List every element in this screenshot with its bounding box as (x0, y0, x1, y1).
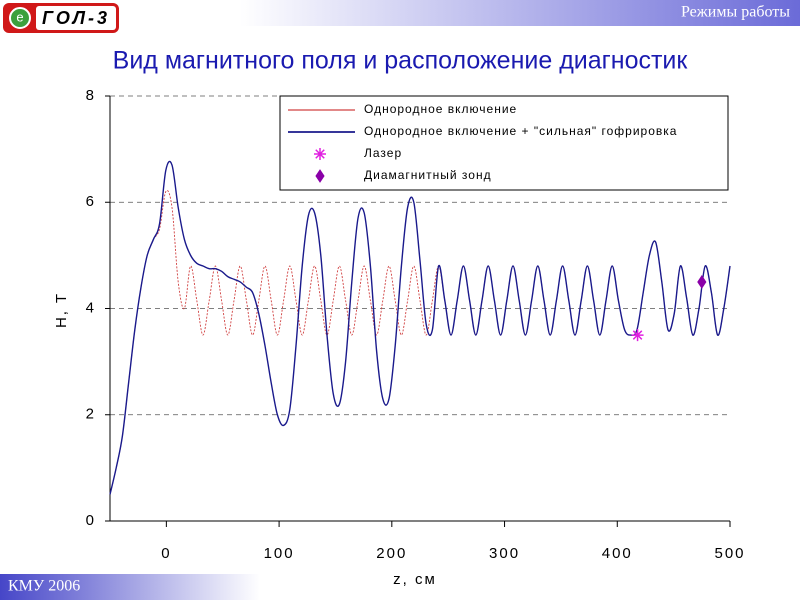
header-band (0, 0, 800, 26)
logo-badge: e (16, 9, 23, 24)
footer-band (0, 574, 260, 600)
legend-label: Лазер (364, 146, 402, 160)
legend-label: Однородное включение (364, 102, 517, 116)
logo-badge-circle (9, 7, 31, 29)
y-tick-label: 8 (86, 87, 96, 104)
x-axis-label: z, см (393, 571, 437, 588)
point-marker (631, 329, 644, 342)
x-tick-label: 200 (376, 545, 407, 562)
footer-text: КМУ 2006 (8, 578, 80, 595)
series-line (109, 160, 731, 495)
y-tick-label: 0 (86, 512, 96, 529)
point-marker (697, 275, 707, 289)
legend-label: Однородное включение + "сильная" гофриро… (364, 124, 677, 138)
legend-box (279, 95, 729, 191)
logo-text: ГОЛ-3 (42, 8, 110, 28)
legend-marker (315, 169, 325, 183)
x-tick-label: 0 (161, 545, 171, 562)
x-tick-label: 500 (714, 545, 745, 562)
logo-plate (36, 6, 116, 30)
legend-marker (314, 148, 326, 160)
x-tick-label: 300 (489, 545, 520, 562)
x-tick-label: 400 (602, 545, 633, 562)
y-axis-label: H, T (53, 292, 70, 328)
legend-label: Диамагнитный зонд (364, 168, 492, 182)
y-tick-label: 4 (86, 299, 96, 316)
y-tick-label: 6 (86, 193, 96, 210)
series-line (109, 190, 731, 495)
x-tick-label: 100 (264, 545, 295, 562)
section-title: Режимы работы (681, 4, 790, 21)
y-tick-label: 2 (86, 406, 96, 423)
slide-title: Вид магнитного поля и расположение диагн… (113, 47, 689, 75)
